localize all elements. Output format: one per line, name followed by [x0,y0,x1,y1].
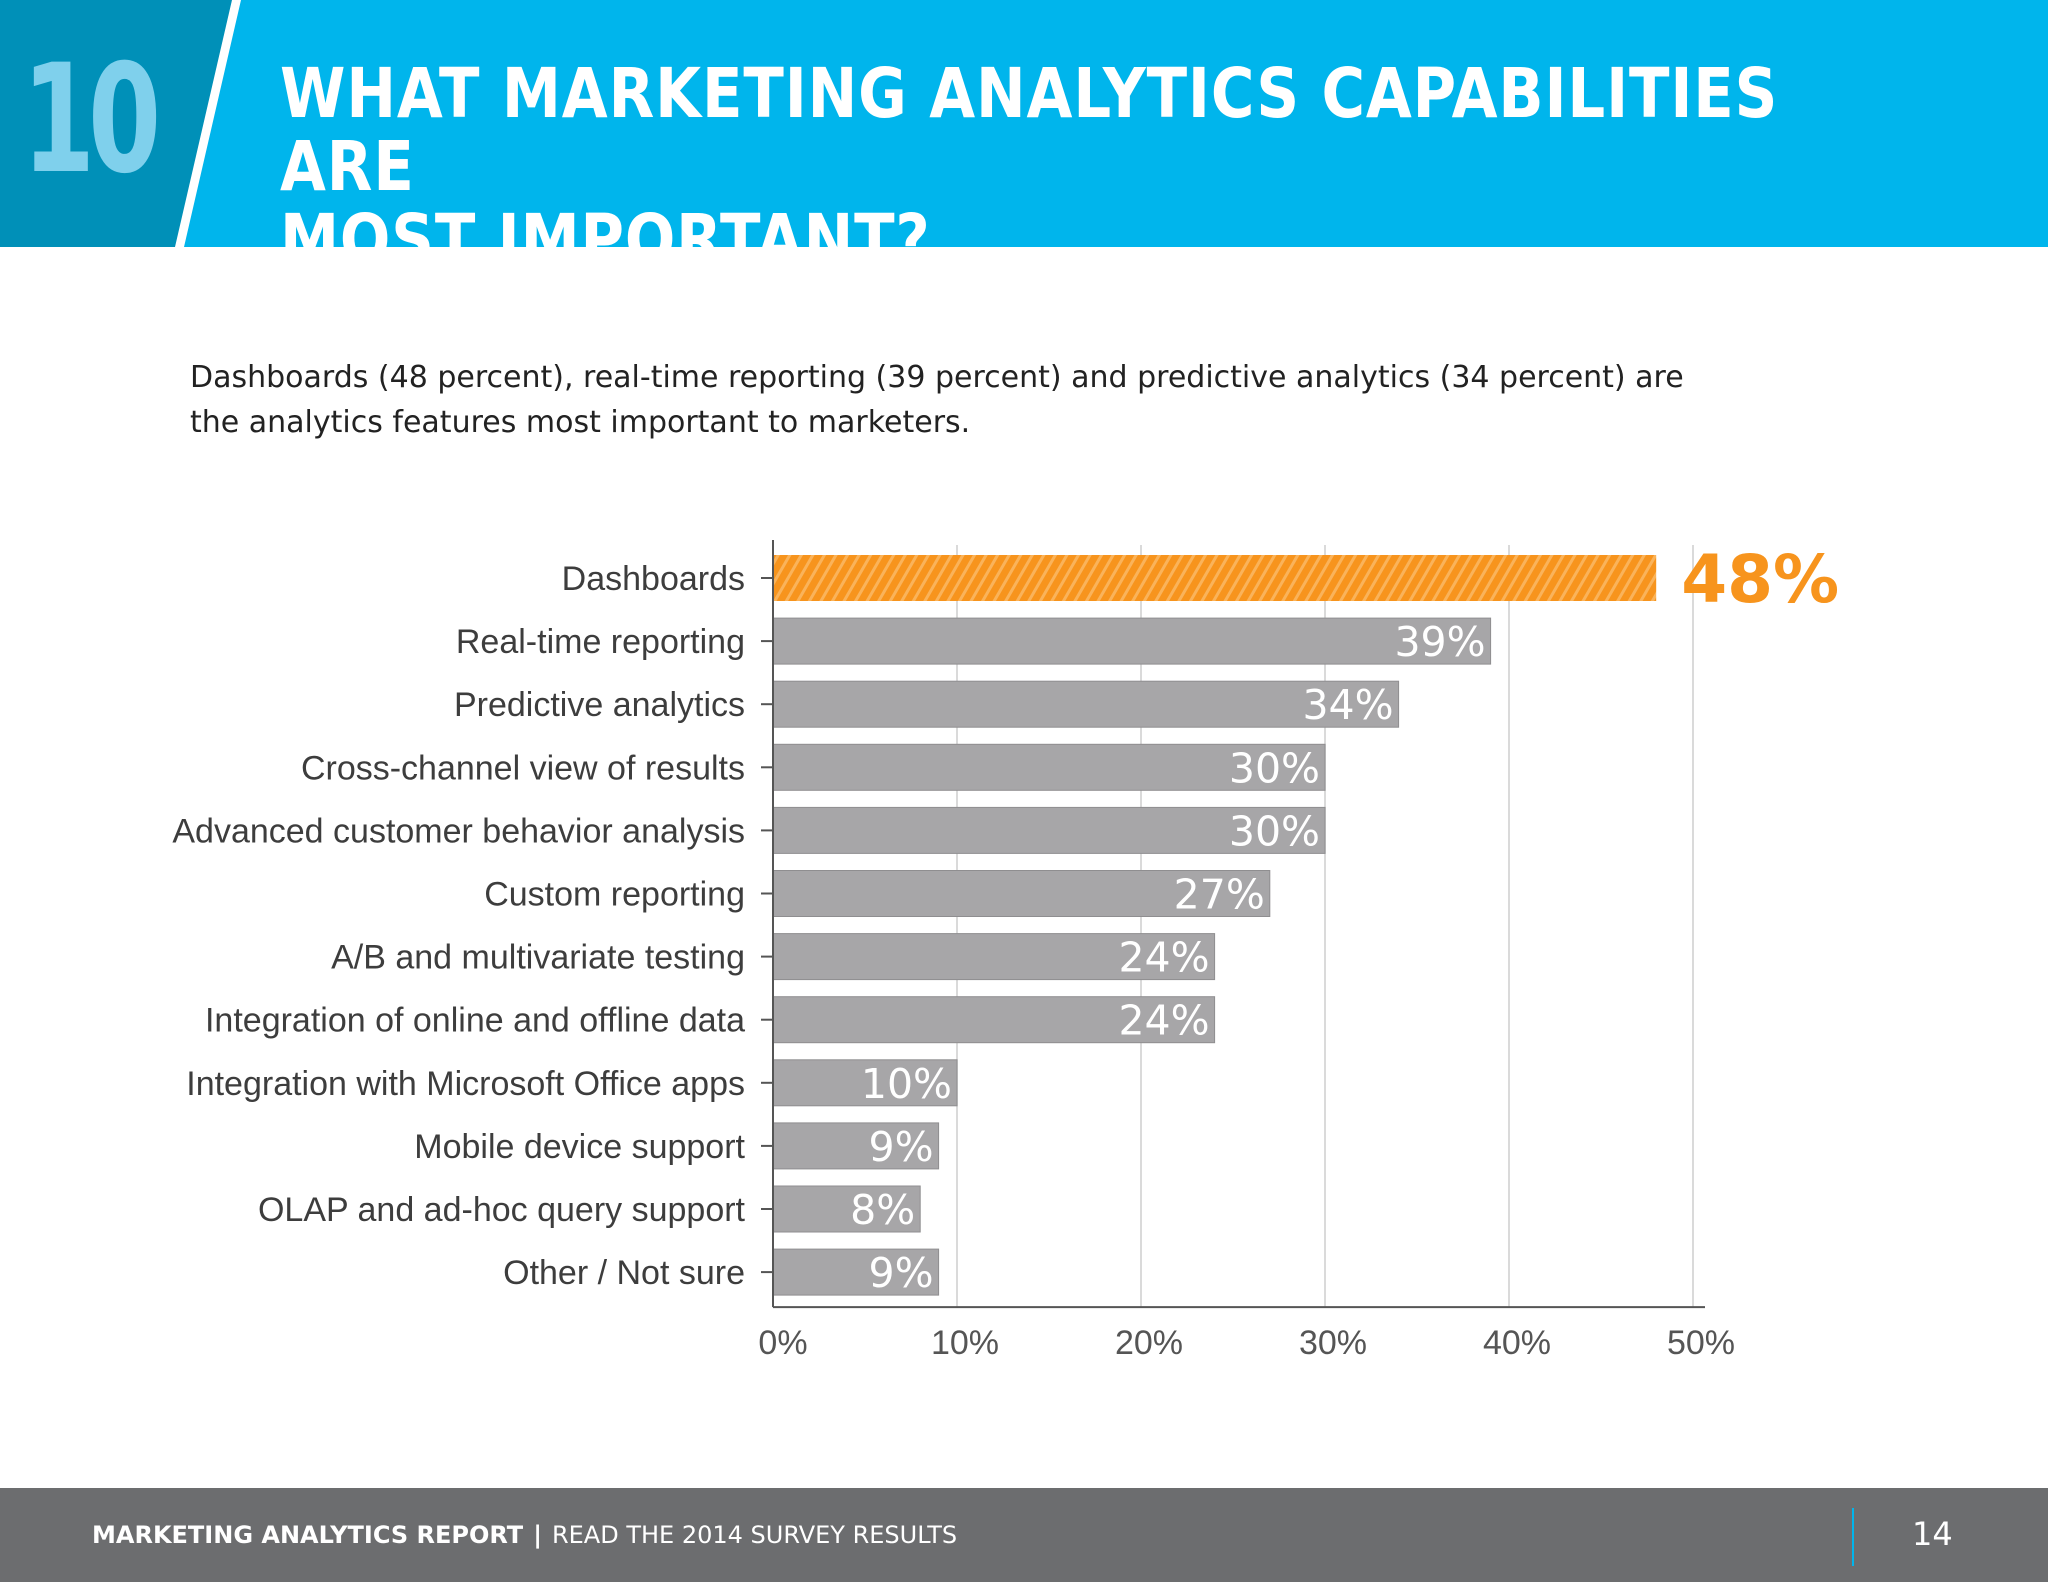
category-label: Advanced customer behavior analysis [172,812,745,850]
grid-lines [956,545,1694,1308]
bar [772,996,1216,1044]
category-label: Cross-channel view of results [301,749,745,787]
footer-survey-link[interactable]: READ THE 2014 SURVEY RESULTS [551,1521,958,1549]
x-tick-label: 40% [1483,1324,1551,1362]
category-label: Real-time reporting [456,623,745,661]
intro-line-1: Dashboards (48 percent), real-time repor… [190,360,1684,395]
category-label: Dashboards [562,560,745,598]
bar-highlight [773,555,1657,601]
page-number: 14 [1912,1515,1953,1553]
x-tick-label: 0% [758,1324,807,1362]
bar [772,1059,958,1107]
data-label: 30% [1229,807,1320,855]
bar [772,1185,921,1233]
data-label: 24% [1118,934,1209,982]
intro-paragraph: Dashboards (48 percent), real-time repor… [190,355,1890,445]
x-tick-label: 20% [1115,1324,1183,1362]
bar [772,680,1400,728]
page-title-line-2: MOST IMPORTANT? [280,200,931,248]
page-title-line-1: WHAT MARKETING ANALYTICS CAPABILITIES AR… [280,54,1779,207]
data-label: 24% [1118,997,1209,1045]
bar [772,617,1492,665]
page-footer: MARKETING ANALYTICS REPORT | READ THE 2014… [0,1488,2048,1582]
x-tick-label: 10% [931,1324,999,1362]
footer-report-title: MARKETING ANALYTICS REPORT [92,1521,524,1549]
data-label-highlight: 48% [1681,541,1839,618]
data-label: 34% [1302,681,1393,729]
section-number: 10 [22,33,161,207]
category-label: A/B and multivariate testing [331,939,745,977]
bar [772,743,1326,791]
labels: Dashboards 48% Real-time reporting 39% Predi… [172,541,1839,1362]
footer-separator: | [533,1521,542,1549]
data-label: 27% [1174,871,1265,919]
category-label: Integration with Microsoft Office apps [186,1065,745,1103]
data-label: 8% [850,1186,915,1234]
category-label: Custom reporting [484,876,745,914]
category-label: Other / Not sure [503,1254,745,1292]
intro-line-2: the analytics features most important to… [190,405,971,440]
footer-text: MARKETING ANALYTICS REPORT | READ THE 2014… [92,1518,957,1552]
bar-chart: Dashboards 48% Real-time reporting 39% Predi… [172,540,1839,1362]
bar [772,870,1271,917]
bar [772,1122,940,1170]
category-label: Predictive analytics [454,686,745,724]
page-title: WHAT MARKETING ANALYTICS CAPABILITIES AR… [280,54,1914,248]
footer-divider [1852,1508,1854,1566]
x-tick-label: 50% [1667,1324,1735,1362]
axes [761,540,1705,1309]
data-label: 9% [869,1249,934,1297]
data-label: 30% [1229,744,1320,792]
x-tick-label: 30% [1299,1324,1367,1362]
data-label: 9% [869,1123,934,1171]
bar [772,1248,940,1296]
data-label: 10% [861,1060,952,1108]
bar [772,933,1216,981]
page-header: 10 WHAT MARKETING ANALYTICS CAPABILITIES… [0,0,2048,247]
category-label: OLAP and ad-hoc query support [258,1191,746,1229]
category-label: Integration of online and offline data [205,1002,745,1040]
bars [772,555,1657,1296]
category-label: Mobile device support [414,1128,745,1166]
data-label: 39% [1394,618,1485,666]
